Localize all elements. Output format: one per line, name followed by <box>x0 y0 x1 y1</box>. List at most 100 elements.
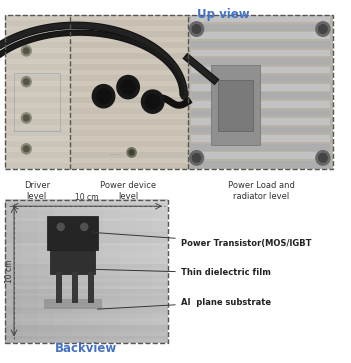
FancyBboxPatch shape <box>191 84 330 90</box>
Circle shape <box>121 80 135 94</box>
Text: Power Load and
radiator level: Power Load and radiator level <box>228 182 295 201</box>
FancyBboxPatch shape <box>191 118 330 125</box>
FancyBboxPatch shape <box>5 15 333 20</box>
FancyBboxPatch shape <box>191 75 330 82</box>
FancyBboxPatch shape <box>5 271 168 275</box>
Circle shape <box>97 89 111 103</box>
Text: Power Transistor(MOS/IGBT: Power Transistor(MOS/IGBT <box>94 233 311 248</box>
FancyBboxPatch shape <box>5 335 168 339</box>
Text: Driver
level: Driver level <box>24 182 50 201</box>
FancyBboxPatch shape <box>5 64 333 70</box>
FancyBboxPatch shape <box>5 152 333 158</box>
FancyBboxPatch shape <box>5 114 333 119</box>
FancyBboxPatch shape <box>191 161 330 168</box>
FancyBboxPatch shape <box>70 15 188 169</box>
Circle shape <box>57 223 64 231</box>
FancyBboxPatch shape <box>5 239 168 242</box>
FancyBboxPatch shape <box>191 15 330 22</box>
FancyBboxPatch shape <box>5 31 333 37</box>
FancyBboxPatch shape <box>5 203 168 207</box>
FancyBboxPatch shape <box>5 249 168 253</box>
Circle shape <box>319 154 327 162</box>
Text: 10 cm: 10 cm <box>75 193 99 202</box>
FancyBboxPatch shape <box>5 293 168 297</box>
FancyBboxPatch shape <box>5 260 168 264</box>
FancyBboxPatch shape <box>5 125 333 130</box>
FancyBboxPatch shape <box>5 53 333 58</box>
FancyBboxPatch shape <box>5 141 333 147</box>
FancyBboxPatch shape <box>72 272 78 303</box>
Circle shape <box>21 46 31 56</box>
Circle shape <box>24 115 29 121</box>
FancyBboxPatch shape <box>5 217 168 221</box>
FancyBboxPatch shape <box>5 332 168 336</box>
FancyBboxPatch shape <box>5 221 168 225</box>
FancyBboxPatch shape <box>218 80 253 131</box>
FancyBboxPatch shape <box>5 25 333 31</box>
FancyBboxPatch shape <box>50 250 95 274</box>
FancyBboxPatch shape <box>191 32 330 39</box>
FancyBboxPatch shape <box>5 15 70 169</box>
FancyBboxPatch shape <box>5 257 168 261</box>
FancyBboxPatch shape <box>5 235 168 239</box>
FancyBboxPatch shape <box>191 144 330 151</box>
FancyBboxPatch shape <box>5 242 168 246</box>
FancyBboxPatch shape <box>191 49 330 56</box>
FancyBboxPatch shape <box>5 136 333 141</box>
FancyBboxPatch shape <box>191 24 330 30</box>
FancyBboxPatch shape <box>191 67 330 73</box>
FancyBboxPatch shape <box>5 103 333 108</box>
FancyBboxPatch shape <box>188 15 333 169</box>
FancyBboxPatch shape <box>5 81 333 86</box>
FancyBboxPatch shape <box>5 15 333 169</box>
FancyBboxPatch shape <box>5 75 333 81</box>
Circle shape <box>129 150 134 155</box>
Circle shape <box>192 154 201 162</box>
FancyBboxPatch shape <box>5 339 168 343</box>
FancyBboxPatch shape <box>5 289 168 293</box>
Circle shape <box>24 146 29 152</box>
Text: Thin dielectric film: Thin dielectric film <box>96 269 271 277</box>
FancyBboxPatch shape <box>5 328 168 332</box>
Text: Up view: Up view <box>197 8 249 21</box>
Circle shape <box>146 94 160 109</box>
Circle shape <box>316 151 330 165</box>
FancyBboxPatch shape <box>5 307 168 311</box>
FancyBboxPatch shape <box>5 264 168 268</box>
FancyBboxPatch shape <box>211 65 260 145</box>
FancyBboxPatch shape <box>5 97 333 103</box>
FancyBboxPatch shape <box>5 300 168 303</box>
Circle shape <box>24 48 29 54</box>
FancyBboxPatch shape <box>191 110 330 116</box>
FancyBboxPatch shape <box>5 314 168 318</box>
FancyBboxPatch shape <box>191 135 330 142</box>
FancyBboxPatch shape <box>5 210 168 214</box>
FancyBboxPatch shape <box>38 200 54 343</box>
Text: PTBS: PTBS <box>13 34 25 39</box>
FancyBboxPatch shape <box>5 296 168 300</box>
Circle shape <box>316 22 330 36</box>
FancyBboxPatch shape <box>191 127 330 134</box>
FancyBboxPatch shape <box>87 200 103 343</box>
FancyBboxPatch shape <box>5 224 168 228</box>
FancyBboxPatch shape <box>5 278 168 282</box>
FancyBboxPatch shape <box>5 158 333 163</box>
Circle shape <box>117 76 139 99</box>
Circle shape <box>21 113 31 123</box>
Text: Power device
level: Power device level <box>100 182 156 201</box>
FancyBboxPatch shape <box>5 232 168 236</box>
FancyBboxPatch shape <box>47 216 98 250</box>
Circle shape <box>21 144 31 154</box>
Circle shape <box>127 148 136 157</box>
FancyBboxPatch shape <box>54 200 71 343</box>
FancyBboxPatch shape <box>5 70 333 75</box>
FancyBboxPatch shape <box>5 130 333 136</box>
FancyBboxPatch shape <box>5 119 333 125</box>
FancyBboxPatch shape <box>71 200 87 343</box>
FancyBboxPatch shape <box>5 228 168 232</box>
Text: ~~~~: ~~~~ <box>102 153 121 157</box>
FancyBboxPatch shape <box>5 285 168 289</box>
Circle shape <box>190 22 204 36</box>
FancyBboxPatch shape <box>44 299 102 309</box>
FancyBboxPatch shape <box>5 268 168 272</box>
